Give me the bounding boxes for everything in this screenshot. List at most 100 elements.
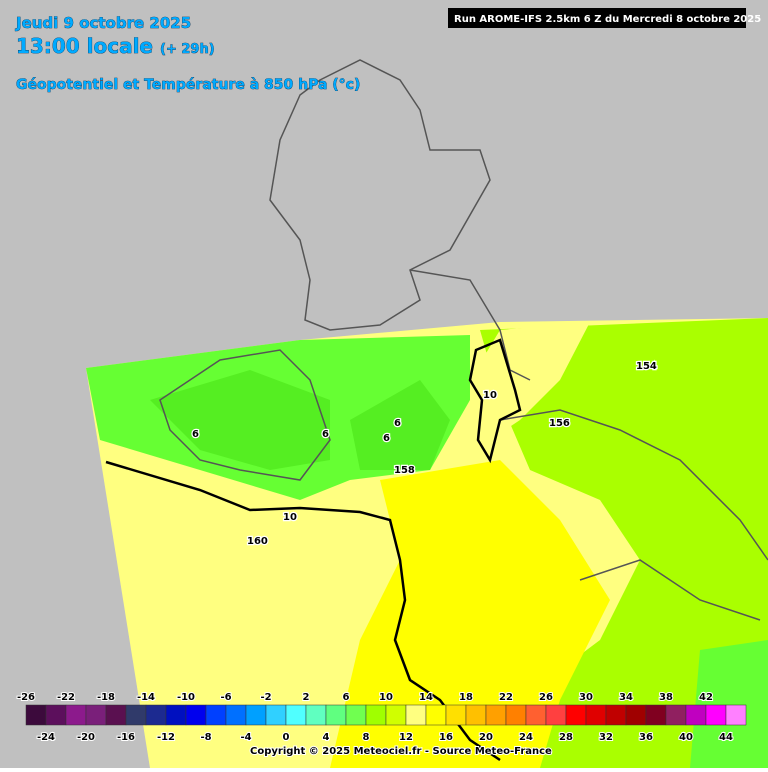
legend-label: -22 (57, 692, 75, 703)
legend-swatch (525, 704, 547, 726)
area-green-dark (350, 380, 450, 470)
legend-swatch (65, 704, 87, 726)
contour-label: 154 (636, 361, 657, 372)
legend-label: -16 (117, 732, 135, 743)
area-yellow (330, 460, 610, 768)
legend-label: 28 (559, 732, 573, 743)
legend-swatch (445, 704, 467, 726)
legend-swatch (205, 704, 227, 726)
lead-time: (+ 29h) (160, 42, 215, 57)
contour-label: 6 (192, 429, 199, 440)
legend-swatch (285, 704, 307, 726)
legend-label: 8 (363, 732, 370, 743)
borders (105, 338, 522, 762)
contour-label: 6 (383, 433, 390, 444)
area-green-dark (150, 370, 330, 470)
run-info: Run AROME-IFS 2.5km 6 Z du Mercredi 8 oc… (454, 14, 761, 25)
legend-swatch (385, 704, 407, 726)
legend-swatch (305, 704, 327, 726)
legend-swatch (105, 704, 127, 726)
legend-label: 40 (679, 732, 693, 743)
legend-swatch (45, 704, 67, 726)
contour-label: 6 (322, 429, 329, 440)
contour-label: 6 (394, 418, 401, 429)
legend-swatch (545, 704, 567, 726)
contour-label: 158 (394, 465, 415, 476)
legend-label: 18 (459, 692, 473, 703)
run-box (448, 8, 746, 28)
legend-swatch (165, 704, 187, 726)
contour-label: 160 (247, 536, 268, 547)
legend-swatch (325, 704, 347, 726)
legend: -26 -22 -18 -14 -10 -6 -2 2 6 10 14 18 22 26 30 34 38 42-… (16, 691, 747, 744)
legend-label: 0 (283, 732, 290, 743)
legend-swatch (145, 704, 167, 726)
legend-label: -12 (157, 732, 175, 743)
legend-swatch (225, 704, 247, 726)
copyright: Copyright © 2025 Meteociel.fr - Source M… (250, 746, 552, 757)
legend-label: 6 (343, 692, 350, 703)
contour-labels: 154 156 158 160 10 10 6 6 6 6 (191, 360, 658, 549)
legend-swatch (365, 704, 387, 726)
legend-label: 34 (619, 692, 633, 703)
legend-label: -24 (37, 732, 55, 743)
legend-label: -20 (77, 732, 95, 743)
legend-swatch (25, 704, 47, 726)
legend-swatch (125, 704, 147, 726)
legend-swatch (605, 704, 627, 726)
field-title: Géopotentiel et Température à 850 hPa (°… (16, 77, 360, 93)
legend-swatch (345, 704, 367, 726)
legend-label: -4 (240, 732, 251, 743)
legend-label: -8 (200, 732, 211, 743)
legend-label: 20 (479, 732, 493, 743)
contour-label: 10 (283, 512, 297, 523)
legend-label: 16 (439, 732, 453, 743)
legend-label: 24 (519, 732, 533, 743)
legend-label: -6 (220, 692, 231, 703)
legend-label: 14 (419, 692, 433, 703)
legend-label: -10 (177, 692, 195, 703)
legend-label: 2 (303, 692, 310, 703)
legend-swatch (265, 704, 287, 726)
legend-label: 26 (539, 692, 553, 703)
legend-label: 22 (499, 692, 513, 703)
legend-swatch (425, 704, 447, 726)
local-time: 13:00 locale (16, 34, 153, 58)
coastlines (159, 59, 768, 621)
legend-label: 38 (659, 692, 673, 703)
legend-label: -14 (137, 692, 155, 703)
legend-label: -18 (97, 692, 115, 703)
legend-label: 10 (379, 692, 393, 703)
contour-label: 10 (483, 390, 497, 401)
legend-swatch (465, 704, 487, 726)
date: Jeudi 9 octobre 2025 (15, 14, 191, 32)
legend-label: 44 (719, 732, 733, 743)
legend-swatch (645, 704, 667, 726)
legend-swatch (725, 704, 747, 726)
legend-swatch (685, 704, 707, 726)
legend-swatch (625, 704, 647, 726)
area-lime (690, 640, 768, 768)
legend-label: 36 (639, 732, 653, 743)
legend-swatch (185, 704, 207, 726)
legend-swatch (405, 704, 427, 726)
area-pale (470, 322, 590, 440)
legend-label: 4 (323, 732, 330, 743)
legend-label: 42 (699, 692, 713, 703)
legend-label: -26 (17, 692, 35, 703)
legend-swatch (665, 704, 687, 726)
area-green (480, 318, 768, 768)
legend-swatch (485, 704, 507, 726)
legend-swatch (245, 704, 267, 726)
legend-swatch (705, 704, 727, 726)
legend-label: 12 (399, 732, 413, 743)
legend-swatch (85, 704, 107, 726)
legend-label: 32 (599, 732, 613, 743)
legend-swatch (565, 704, 587, 726)
legend-label: -2 (260, 692, 271, 703)
legend-swatch (585, 704, 607, 726)
contour-label: 156 (549, 418, 570, 429)
legend-label: 30 (579, 692, 593, 703)
legend-swatch (505, 704, 527, 726)
